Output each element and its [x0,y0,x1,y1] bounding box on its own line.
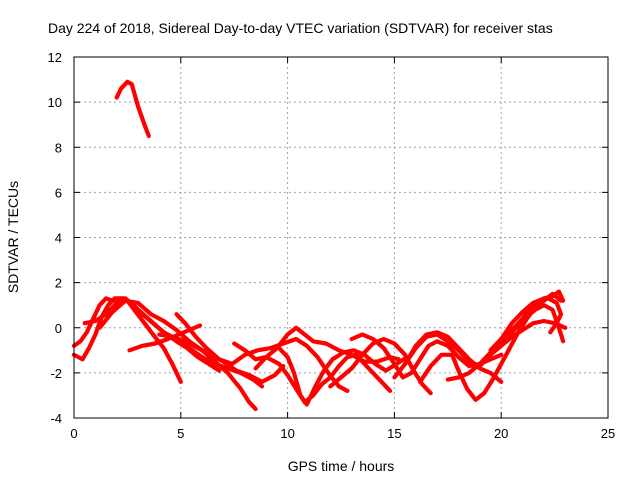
axis-ticks: 0 5 10 15 20 25 -4 -2 0 2 4 6 8 10 12 [48,50,616,441]
series-line-pass-16 [417,291,564,402]
series-line-pass-1 [114,79,151,139]
y-tick-label: 4 [55,231,62,246]
series-line-pass-10 [253,352,393,405]
x-tick-label: 10 [280,426,294,441]
x-tick-label: 15 [387,426,401,441]
series-line-pass-12 [328,336,433,396]
y-tick-label: 2 [55,276,62,291]
y-tick-label: -4 [50,411,62,426]
y-tick-label: 12 [48,50,62,65]
chart-title: Day 224 of 2018, Sidereal Day-to-day VTE… [48,20,553,36]
series-line-pass-19 [503,296,564,337]
y-tick-label: 8 [55,140,62,155]
series-group [71,79,568,412]
plot-frame [73,56,609,419]
y-tick-label: 0 [55,321,62,336]
x-tick-label: 25 [601,426,615,441]
x-tick-label: 20 [494,426,508,441]
y-tick-label: 10 [48,95,62,110]
x-tick-label: 5 [177,426,184,441]
y-tick-label: -2 [50,366,62,381]
x-axis-label: GPS time / hours [288,458,395,474]
series-line-pass-11 [277,346,410,407]
series-line-pass-8 [174,312,350,393]
x-tick-label: 0 [70,426,77,441]
y-tick-label: 6 [55,185,62,200]
y-axis-label: SDTVAR / TECUs [5,181,21,293]
series-line-pass-5 [97,298,258,412]
